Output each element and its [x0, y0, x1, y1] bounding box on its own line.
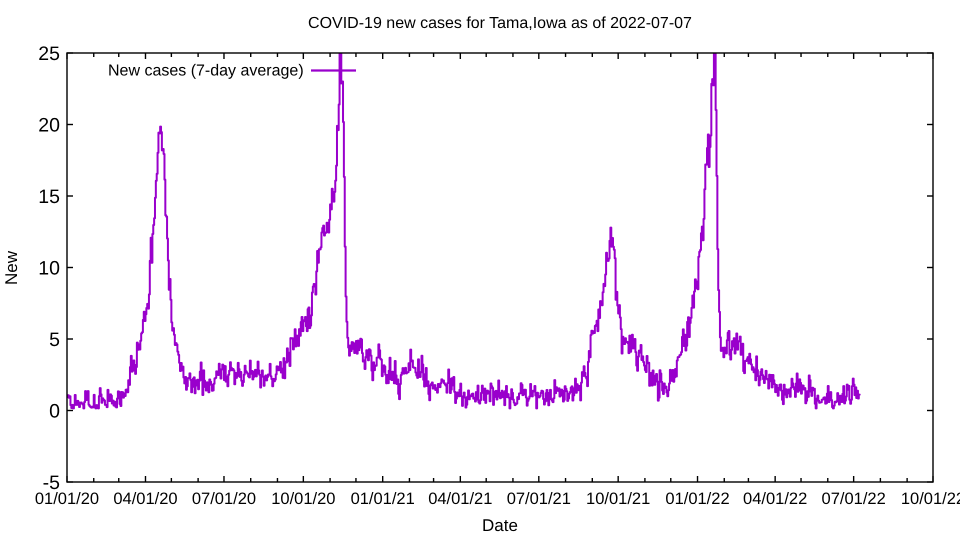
svg-text:10/01/20: 10/01/20: [271, 490, 335, 508]
svg-text:01/01/20: 01/01/20: [35, 490, 99, 508]
svg-text:5: 5: [49, 329, 60, 351]
svg-text:15: 15: [38, 186, 60, 208]
svg-text:04/01/22: 04/01/22: [743, 490, 807, 508]
svg-text:COVID-19 new cases for Tama,Io: COVID-19 new cases for Tama,Iowa as of 2…: [308, 15, 692, 32]
svg-text:Date: Date: [482, 516, 518, 535]
svg-text:01/01/22: 01/01/22: [665, 490, 729, 508]
svg-text:01/01/21: 01/01/21: [351, 490, 415, 508]
svg-text:10: 10: [38, 258, 60, 280]
svg-text:07/01/20: 07/01/20: [192, 490, 256, 508]
svg-text:10/01/21: 10/01/21: [586, 490, 650, 508]
svg-text:07/01/21: 07/01/21: [507, 490, 571, 508]
svg-text:10/01/22: 10/01/22: [901, 490, 960, 508]
svg-text:New: New: [2, 250, 21, 285]
svg-text:0: 0: [49, 401, 60, 423]
svg-text:New cases (7-day average): New cases (7-day average): [108, 63, 304, 80]
svg-text:25: 25: [38, 43, 60, 65]
svg-text:04/01/20: 04/01/20: [113, 490, 177, 508]
svg-text:20: 20: [38, 115, 60, 137]
svg-text:07/01/22: 07/01/22: [822, 490, 886, 508]
svg-text:04/01/21: 04/01/21: [428, 490, 492, 508]
